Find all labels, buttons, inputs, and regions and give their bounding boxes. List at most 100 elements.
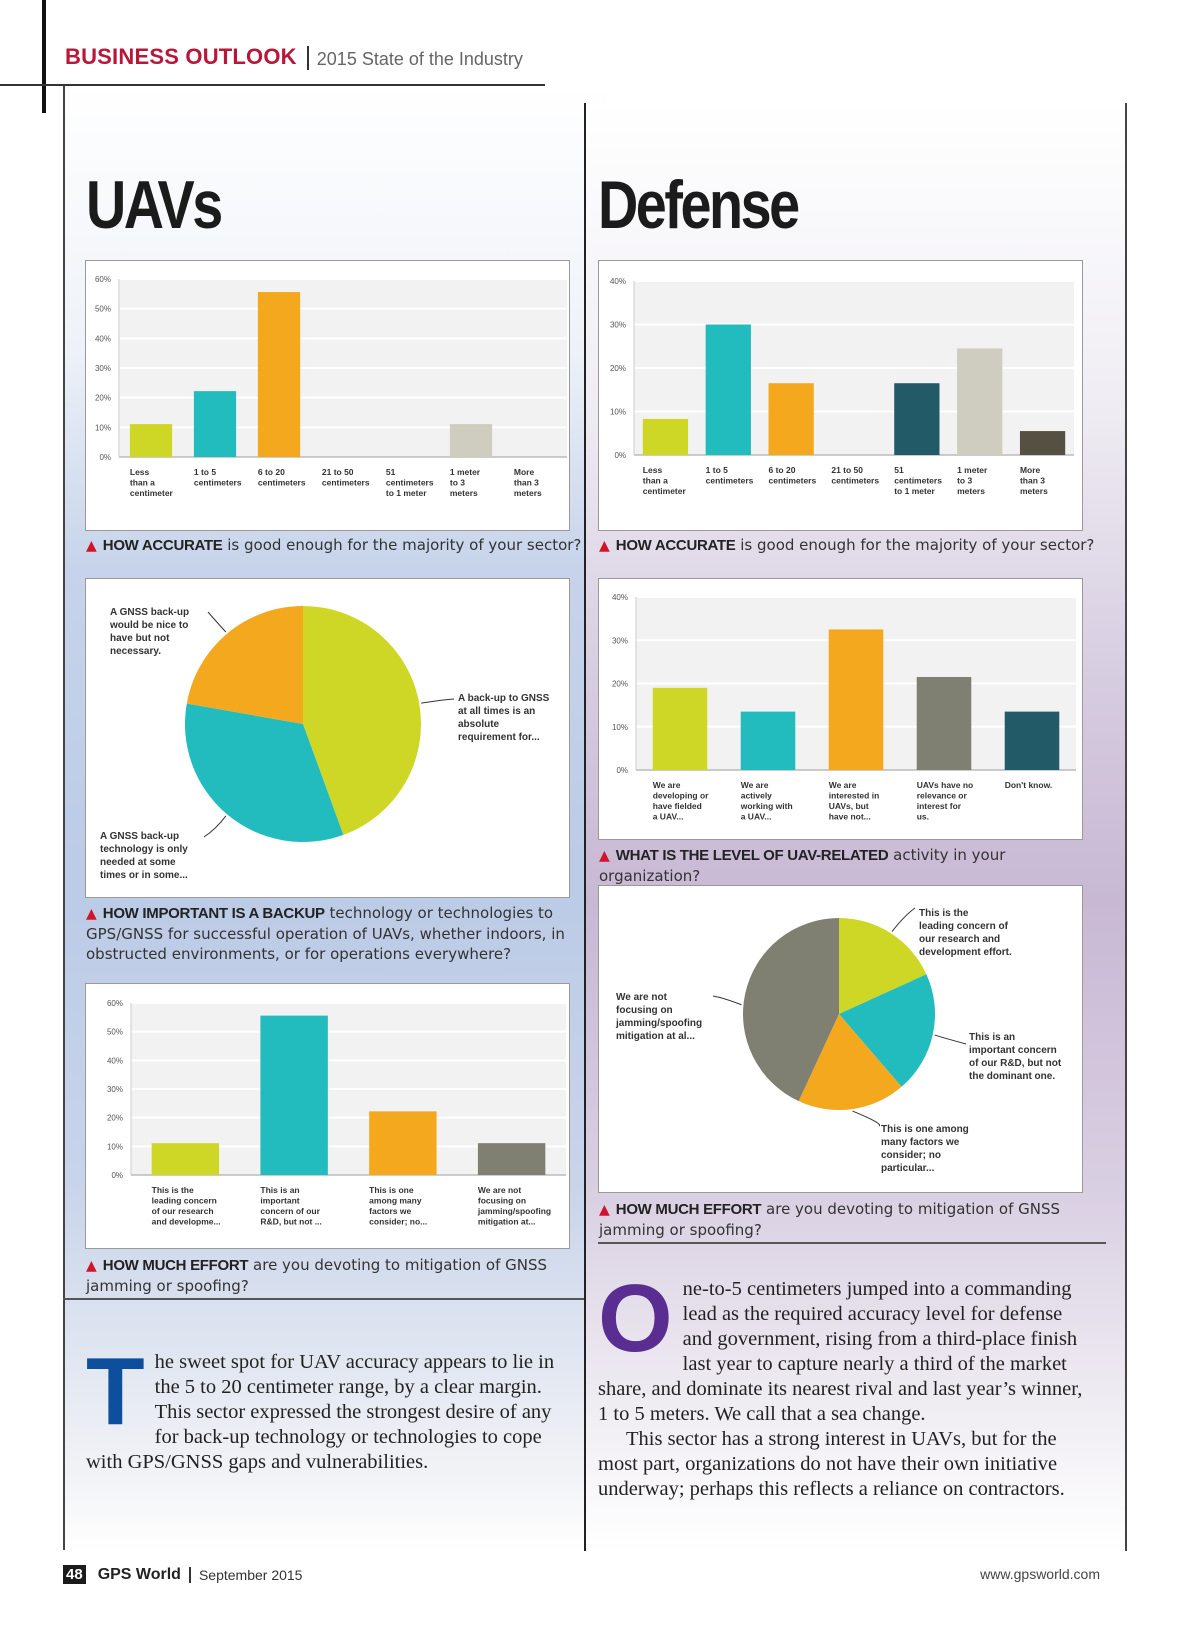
y-tick-label: 20%: [95, 394, 111, 403]
bar: [957, 348, 1003, 455]
x-tick-label-line: centimeters: [769, 476, 817, 486]
uav-accuracy-chart: 0% 10% 20% 30% 40% 50% 60% Less than a centimeter…: [85, 260, 570, 531]
x-tick-label-line: have fielded: [653, 801, 702, 811]
x-tick-label-line: 1 meter: [957, 465, 988, 475]
slice-label: This is one among many factors we consider…: [881, 1124, 969, 1174]
x-tick-label-line: and developme...: [152, 1217, 221, 1227]
x-tick-label: This is the leading concern of our researc…: [152, 1185, 221, 1227]
x-tick-label-line: This is an: [260, 1185, 299, 1195]
slice-label-line: many factors we: [881, 1137, 960, 1148]
x-tick-label-line: R&D, but not ...: [260, 1217, 321, 1227]
x-tick-label-line: leading concern: [152, 1196, 217, 1206]
slice-label-line: A GNSS back-up: [110, 607, 189, 618]
x-tick-label-line: centimeters: [194, 478, 242, 488]
x-tick-label: More than 3 meters: [514, 467, 542, 498]
x-tick-label-line: centimeters: [322, 478, 370, 488]
x-tick-label-line: This is the: [152, 1185, 194, 1195]
x-tick-label-line: mitigation at...: [478, 1217, 536, 1227]
header-rule: [0, 84, 545, 86]
leader-line: [852, 1110, 881, 1127]
x-tick-label-line: a UAV...: [741, 812, 772, 822]
pie-slice: [839, 974, 935, 1087]
defense-title: Defense: [598, 167, 800, 243]
y-tick-label: 0%: [111, 1171, 123, 1180]
x-tick-label: 21 to 50 centimeters: [322, 467, 370, 488]
y-tick-label: 60%: [95, 275, 111, 284]
bar: [768, 383, 814, 455]
y-tick-label: 60%: [107, 999, 123, 1008]
defense-effort-chart-svg: This is the leading concern of our researc…: [615, 907, 1062, 1174]
y-tick-label: 40%: [612, 593, 628, 602]
slice-label-line: requirement for...: [458, 732, 540, 743]
y-tick-label: 10%: [95, 423, 111, 432]
x-tick-label-line: UAVs, but: [829, 801, 869, 811]
x-tick-label-line: meters: [1020, 486, 1048, 496]
uav-effort-caption: ▲ HOW MUCH EFFORT are you devoting to mit…: [86, 1256, 548, 1295]
y-tick-label: 50%: [107, 1028, 123, 1037]
x-tick-label-line: centimeter: [643, 486, 687, 496]
x-tick-label: We are interested in UAVs, but have not...: [829, 780, 880, 822]
x-tick-label-line: to 1 meter: [386, 488, 427, 498]
bar: [740, 711, 796, 770]
x-tick-label-line: centimeters: [831, 476, 879, 486]
x-tick-label: 6 to 20 centimeters: [769, 465, 817, 486]
x-tick-label-line: We are not: [478, 1185, 521, 1195]
slice-label-line: particular...: [881, 1163, 935, 1174]
x-tick-label: Don't know.: [1005, 780, 1053, 790]
x-tick-label: 51 centimeters to 1 meter: [894, 465, 942, 496]
slice-label: This is an important concern of our R&D, b…: [969, 1032, 1062, 1082]
x-tick-label-line: have not...: [829, 812, 871, 822]
pie-slice: [798, 1014, 902, 1110]
leader-line: [891, 907, 916, 932]
x-tick-label-line: us.: [917, 812, 929, 822]
uav-accuracy-chart-svg: 0%10%20%30%40%50%60%Less than a centimeter…: [95, 275, 567, 498]
uav-backup-chart: A back-up to GNSS at all times is an absol…: [85, 578, 570, 898]
leader-line: [712, 995, 742, 1006]
x-tick-label-line: interested in: [829, 791, 880, 801]
triangle-icon: ▲: [86, 906, 97, 922]
x-tick-label-line: centimeters: [386, 478, 434, 488]
crop-mark-vertical: [42, 0, 46, 113]
x-tick-label-line: to 3: [450, 478, 465, 488]
bar: [477, 1143, 546, 1175]
bar: [151, 1143, 220, 1175]
x-tick-label-line: 6 to 20: [258, 467, 285, 477]
x-tick-label-line: We are: [653, 780, 681, 790]
x-tick-label-line: centimeters: [258, 478, 306, 488]
x-tick-label-line: meters: [957, 486, 985, 496]
y-tick-label: 30%: [610, 321, 626, 330]
slice-label-line: technology is only: [100, 844, 188, 855]
x-tick-label-line: 51: [386, 467, 396, 477]
bar: [652, 687, 708, 770]
defense-accuracy-chart-svg: 0% 10% 20% 30% 40% Less than a centimeter 1 to 5…: [610, 277, 1074, 496]
x-tick-label-line: working with: [740, 801, 793, 811]
running-header: BUSINESS OUTLOOK 2015 State of the Indus…: [65, 44, 523, 70]
triangle-icon: ▲: [86, 538, 97, 554]
y-tick-label: 0%: [616, 766, 628, 775]
y-tick-label: 20%: [612, 680, 628, 689]
x-tick-label: We are actively working with a UAV...: [740, 780, 793, 822]
y-tick-label: 40%: [107, 1056, 123, 1065]
website-url: www.gpsworld.com: [980, 1566, 1100, 1582]
triangle-icon: ▲: [599, 1202, 610, 1218]
uavs-title: UAVs: [86, 167, 223, 243]
slice-label-line: important concern: [969, 1045, 1057, 1056]
x-tick-label-line: We are: [829, 780, 857, 790]
x-tick-label: We are not focusing on jamming/spoofing mit…: [477, 1185, 551, 1227]
y-tick-label: 40%: [95, 334, 111, 343]
defense-effort-chart: This is the leading concern of our researc…: [598, 885, 1083, 1193]
x-tick-label-line: important: [260, 1196, 299, 1206]
slice-label: This is the leading concern of our researc…: [919, 908, 1012, 958]
slice-label-line: This is one among: [881, 1124, 969, 1135]
bar: [449, 424, 493, 457]
defense-section-rule: [598, 1242, 1106, 1244]
bar: [705, 324, 751, 455]
header-separator: [306, 46, 309, 70]
x-tick-label: This is an important concern of our R&D, bu…: [260, 1185, 321, 1227]
y-tick-label: 20%: [107, 1114, 123, 1123]
bar: [369, 1111, 437, 1175]
issue-date: September 2015: [198, 1566, 303, 1583]
y-tick-label: 30%: [107, 1085, 123, 1094]
pie-slice: [743, 918, 839, 1102]
defense-effort-caption: ▲ HOW MUCH EFFORT are you devoting to mit…: [599, 1200, 1061, 1239]
